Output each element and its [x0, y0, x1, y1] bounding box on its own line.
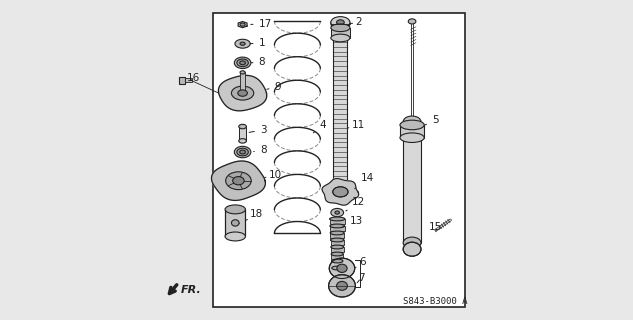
Bar	[331, 254, 343, 259]
Text: 15: 15	[429, 222, 442, 232]
Ellipse shape	[337, 281, 348, 290]
Ellipse shape	[403, 242, 421, 256]
Ellipse shape	[235, 39, 250, 48]
Text: 6: 6	[355, 257, 365, 268]
Bar	[331, 247, 344, 252]
Text: 16: 16	[187, 73, 200, 83]
Ellipse shape	[232, 86, 254, 100]
Ellipse shape	[331, 252, 343, 256]
Ellipse shape	[331, 17, 350, 28]
Ellipse shape	[225, 232, 246, 241]
Bar	[330, 219, 345, 224]
Bar	[334, 42, 348, 192]
Ellipse shape	[332, 259, 343, 263]
Polygon shape	[238, 21, 247, 28]
Text: 3: 3	[249, 125, 266, 135]
Ellipse shape	[240, 150, 246, 154]
Ellipse shape	[335, 211, 339, 214]
Bar	[213, 13, 465, 307]
Ellipse shape	[331, 34, 350, 42]
Polygon shape	[322, 179, 359, 205]
Ellipse shape	[400, 133, 424, 142]
Ellipse shape	[329, 275, 355, 297]
Ellipse shape	[234, 57, 251, 68]
Text: 2: 2	[350, 17, 362, 28]
Ellipse shape	[337, 20, 344, 25]
Ellipse shape	[408, 19, 416, 24]
Ellipse shape	[240, 71, 245, 74]
Ellipse shape	[233, 177, 244, 185]
Text: 12: 12	[346, 197, 365, 211]
Ellipse shape	[329, 258, 354, 278]
Ellipse shape	[331, 245, 344, 249]
Ellipse shape	[240, 61, 246, 65]
Ellipse shape	[240, 23, 245, 26]
Bar	[403, 122, 421, 243]
Ellipse shape	[226, 172, 251, 190]
Text: 17: 17	[251, 19, 272, 28]
Text: 4: 4	[313, 120, 326, 133]
Ellipse shape	[330, 224, 344, 228]
Bar	[332, 261, 343, 266]
Text: 5: 5	[424, 115, 439, 125]
Text: S843-B3000 A: S843-B3000 A	[403, 297, 468, 306]
Bar	[400, 125, 424, 138]
Text: 14: 14	[354, 173, 373, 189]
Ellipse shape	[330, 238, 344, 242]
Ellipse shape	[238, 90, 248, 96]
Ellipse shape	[403, 116, 421, 127]
Ellipse shape	[403, 237, 421, 249]
Ellipse shape	[331, 24, 350, 32]
Bar	[330, 233, 344, 238]
Text: FR.: FR.	[180, 285, 201, 295]
Text: 13: 13	[342, 217, 363, 227]
Polygon shape	[211, 161, 265, 200]
Ellipse shape	[333, 187, 348, 197]
Text: 10: 10	[265, 170, 282, 180]
Ellipse shape	[331, 208, 344, 217]
Text: 11: 11	[348, 120, 365, 130]
Ellipse shape	[337, 264, 347, 272]
Bar	[225, 209, 246, 236]
Text: 7: 7	[357, 273, 365, 283]
Polygon shape	[218, 76, 266, 111]
Bar	[239, 126, 246, 141]
Ellipse shape	[237, 148, 248, 156]
Bar	[240, 72, 245, 93]
Ellipse shape	[239, 139, 246, 143]
Ellipse shape	[237, 59, 248, 67]
Text: 1: 1	[250, 38, 265, 48]
Ellipse shape	[331, 18, 350, 29]
Ellipse shape	[332, 266, 342, 270]
Ellipse shape	[225, 205, 246, 214]
Text: 8: 8	[251, 57, 265, 67]
Bar	[330, 240, 344, 245]
Bar	[180, 76, 185, 84]
Ellipse shape	[330, 217, 345, 221]
Bar	[330, 226, 344, 231]
Bar	[331, 28, 350, 38]
Text: 8: 8	[254, 145, 266, 155]
Ellipse shape	[232, 220, 239, 226]
Ellipse shape	[239, 124, 246, 129]
Text: 9: 9	[266, 82, 281, 92]
Ellipse shape	[400, 120, 424, 130]
Ellipse shape	[330, 231, 344, 235]
Text: 18: 18	[246, 209, 263, 220]
Ellipse shape	[234, 146, 251, 158]
Ellipse shape	[240, 42, 245, 45]
Bar	[185, 78, 192, 82]
